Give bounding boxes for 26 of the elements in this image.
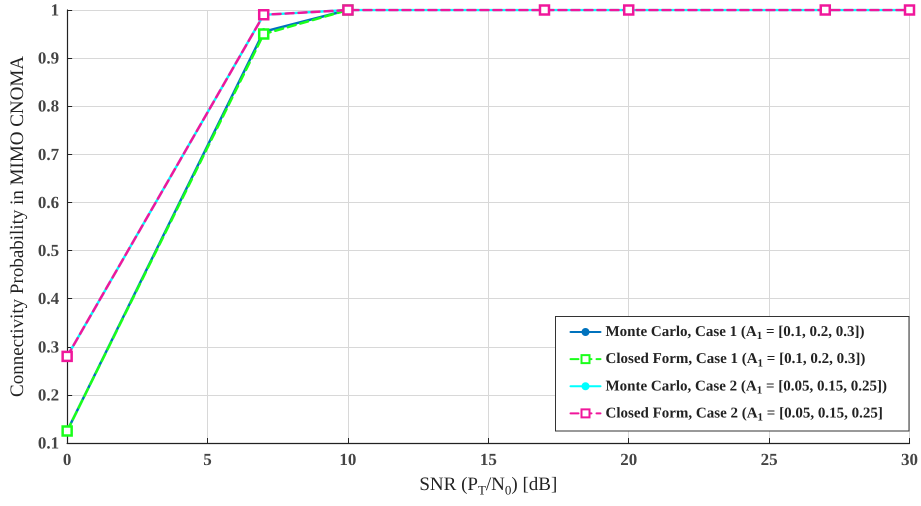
y-tick-label: 0.9 xyxy=(38,48,60,68)
x-tick-label: 5 xyxy=(203,450,212,469)
y-tick-label: 0.3 xyxy=(38,337,60,356)
point xyxy=(258,28,270,40)
y-tick-label: 0.7 xyxy=(38,144,60,164)
x-tick-label: 10 xyxy=(339,450,356,469)
y-tick-label: 0.6 xyxy=(38,192,60,212)
point xyxy=(61,425,73,437)
x-tick-label: 15 xyxy=(480,450,497,469)
y-tick-label: 0.8 xyxy=(38,96,60,116)
y-tick-label: 0.5 xyxy=(38,241,60,260)
point xyxy=(904,4,916,16)
x-tick-label: 20 xyxy=(620,450,638,469)
x-tick-label: 0 xyxy=(62,450,72,469)
x-tick-label: 25 xyxy=(760,450,778,469)
point xyxy=(61,350,73,362)
point xyxy=(820,4,832,16)
x-tick-label: 30 xyxy=(901,450,918,469)
y-tick-label: 1 xyxy=(50,0,60,20)
y-tick-label: 0.2 xyxy=(38,385,60,404)
point xyxy=(538,4,550,16)
y-tick-label: 0.1 xyxy=(38,434,60,452)
y-axis-title: Connectivity Probability in MIMO CNOMA xyxy=(7,56,28,397)
point xyxy=(258,9,270,21)
point xyxy=(622,4,634,16)
y-tick-label: 0.4 xyxy=(38,289,60,308)
